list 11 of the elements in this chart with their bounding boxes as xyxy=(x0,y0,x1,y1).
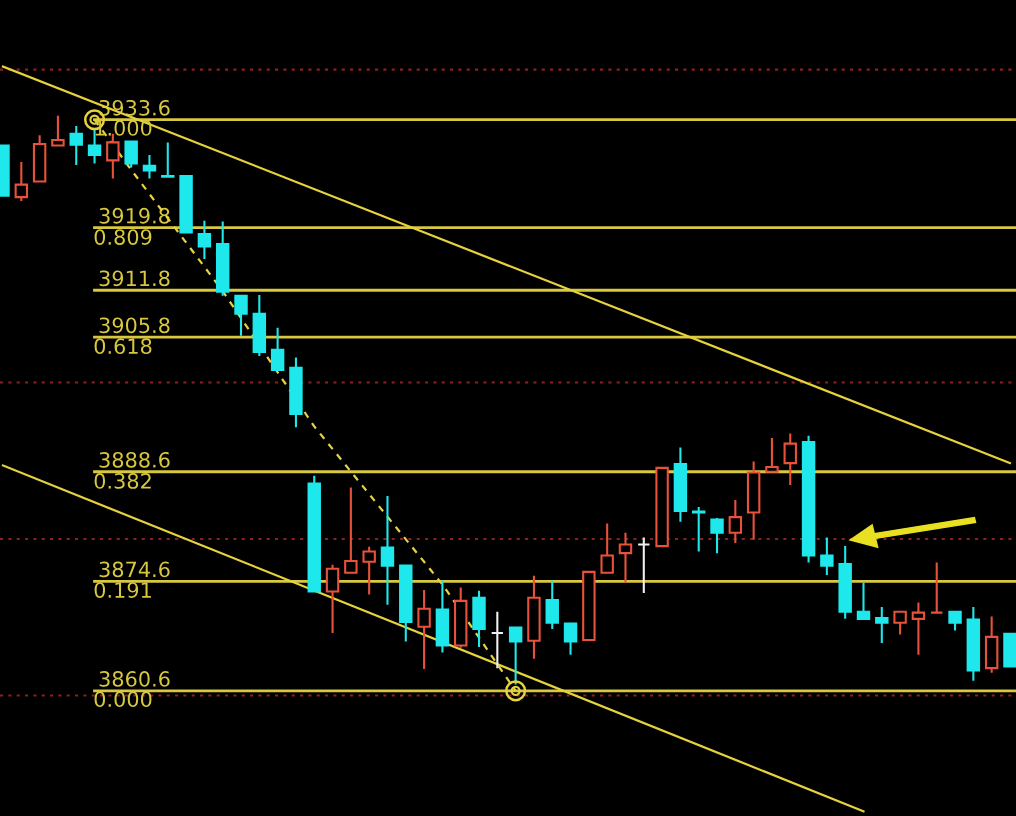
y-tick-label: 3919.8 xyxy=(99,207,170,224)
y-tick-label: 3905.8 xyxy=(99,317,170,334)
y2-tick-label: 0.000 xyxy=(94,691,152,708)
y2-tick-label: 0.618 xyxy=(94,338,152,355)
y-tick-label: 3888.6 xyxy=(99,451,170,468)
y-tick-label: 3911.8 xyxy=(99,270,170,287)
y2-tick-label: 0.809 xyxy=(94,229,152,245)
y2-tick-label: 0.191 xyxy=(94,582,151,598)
y-tick-label: 3860.6 xyxy=(99,671,170,687)
y2-tick-label: 0.382 xyxy=(94,473,151,489)
y-tick-label: 3874.6 xyxy=(99,561,170,578)
